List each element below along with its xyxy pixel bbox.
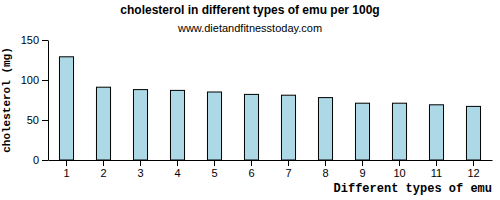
x-tick-label: 5	[211, 167, 217, 179]
y-tick-mark	[42, 40, 48, 41]
y-tick-label: 50	[27, 114, 39, 126]
x-tick-label: 3	[137, 167, 143, 179]
bar	[355, 103, 369, 160]
plot-area: 050100150123456789101112	[21, 34, 493, 179]
x-tick-label: 7	[285, 167, 291, 179]
x-tick: 12	[467, 160, 479, 179]
x-tick: 7	[285, 160, 291, 179]
x-tick-mark	[325, 160, 326, 166]
x-tick: 9	[359, 160, 365, 179]
bar	[466, 106, 480, 160]
x-tick-mark	[140, 160, 141, 166]
x-tick-label: 12	[467, 167, 479, 179]
y-tick: 50	[27, 114, 48, 126]
x-tick-mark	[362, 160, 363, 166]
x-tick-label: 8	[322, 167, 328, 179]
bar	[96, 87, 110, 160]
y-tick: 100	[21, 74, 48, 86]
x-tick-label: 4	[174, 167, 180, 179]
bar	[318, 98, 332, 160]
x-axis-line	[49, 160, 493, 161]
y-tick-mark	[42, 120, 48, 121]
x-tick-mark	[66, 160, 67, 166]
x-tick-label: 11	[431, 167, 442, 179]
x-tick: 11	[431, 160, 442, 179]
x-tick-mark	[436, 160, 437, 166]
x-tick: 1	[63, 160, 69, 179]
chart: cholesterol in different types of emu pe…	[0, 0, 500, 200]
title: cholesterol in different types of emu pe…	[120, 3, 379, 17]
bar	[281, 95, 295, 160]
x-tick-label: 9	[359, 167, 365, 179]
y-tick-label: 0	[33, 154, 39, 166]
x-tick-label: 10	[393, 167, 405, 179]
bar	[170, 90, 184, 160]
bar	[133, 90, 147, 160]
bar	[392, 103, 406, 160]
x-axis-title: Different types of emu	[334, 182, 492, 196]
x-tick-mark	[214, 160, 215, 166]
y-axis-title: cholesterol (mg)	[1, 47, 13, 153]
x-tick: 10	[393, 160, 405, 179]
x-tick: 8	[322, 160, 328, 179]
bar	[244, 94, 258, 160]
x-tick: 3	[137, 160, 143, 179]
y-tick-label: 150	[21, 34, 39, 46]
x-tick-mark	[251, 160, 252, 166]
x-tick: 5	[211, 160, 217, 179]
x-tick: 4	[174, 160, 180, 179]
x-tick-label: 1	[63, 167, 69, 179]
x-tick: 6	[248, 160, 254, 179]
y-tick-mark	[42, 160, 48, 161]
y-tick: 0	[33, 154, 48, 166]
x-tick-mark	[177, 160, 178, 166]
y-tick-mark	[42, 80, 48, 81]
y-tick: 150	[21, 34, 48, 46]
x-tick-label: 6	[248, 167, 254, 179]
y-tick-label: 100	[21, 74, 39, 86]
bar	[59, 57, 73, 160]
x-tick: 2	[100, 160, 106, 179]
y-axis: 0 50 100 150	[21, 34, 49, 166]
x-tick-mark	[103, 160, 104, 166]
x-tick-mark	[288, 160, 289, 166]
x-axis: 123456789101112	[49, 160, 493, 179]
bar	[429, 105, 443, 160]
x-tick-mark	[473, 160, 474, 166]
x-tick-label: 2	[100, 167, 106, 179]
bars	[59, 57, 480, 160]
y-axis-line	[48, 41, 49, 161]
bar	[207, 92, 221, 160]
subtitle: www.dietandfitnesstoday.com	[177, 22, 322, 34]
x-tick-mark	[399, 160, 400, 166]
